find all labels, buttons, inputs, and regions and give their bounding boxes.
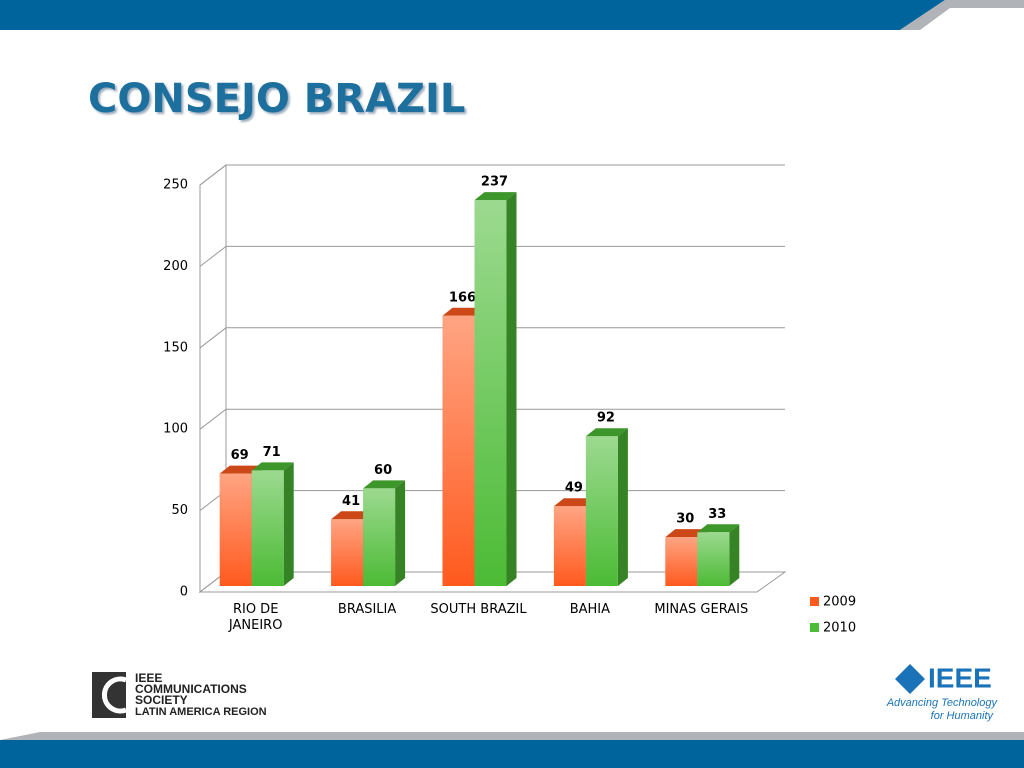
top-band-accent: [900, 0, 1024, 30]
bar-shine: [331, 519, 364, 586]
slide-title: CONSEJO BRAZIL: [88, 76, 466, 122]
data-label: 30: [676, 512, 694, 527]
bar-top: [553, 498, 596, 507]
ieee-tagline: for Humanity: [931, 710, 995, 722]
data-label: 60: [374, 463, 392, 478]
bar-side: [617, 428, 628, 586]
data-label: 69: [231, 448, 249, 463]
data-label: 166: [449, 290, 476, 305]
bar-top: [442, 307, 485, 316]
bottom-band-accent: [0, 732, 1024, 768]
bar-side: [283, 462, 294, 586]
bar-shine: [585, 436, 618, 586]
y-tick-label: 0: [180, 585, 188, 600]
ieee-tagline: Advancing Technology: [886, 697, 999, 709]
grid-line: [199, 327, 785, 349]
logo-text: LATIN AMERICA REGION: [135, 706, 267, 718]
x-tick-label: BRASILIA: [337, 602, 397, 617]
y-tick-label: 200: [163, 259, 188, 274]
bar-top: [585, 428, 628, 437]
ieee-name: IEEE: [928, 662, 992, 693]
left-logo: [92, 672, 127, 718]
grid-line: [199, 408, 785, 430]
bar-shine: [474, 200, 507, 586]
x-tick-label: SOUTH BRAZIL: [430, 602, 527, 617]
bar-shine: [363, 488, 396, 586]
data-label: 33: [708, 507, 726, 522]
top-band: [0, 0, 945, 30]
bar-shine: [553, 506, 586, 586]
ieee-logo: [895, 664, 925, 694]
data-label: 237: [481, 175, 508, 190]
bar-side: [506, 192, 517, 586]
bottom-band: [0, 740, 1024, 768]
data-label: 41: [342, 494, 360, 509]
y-tick-label: 250: [163, 178, 188, 193]
bar-shine: [219, 473, 252, 586]
logo-text: IEEE: [135, 671, 163, 685]
legend-label: 2009: [823, 595, 856, 610]
bar-top: [363, 480, 406, 489]
y-tick-label: 100: [163, 422, 188, 437]
bar-top: [697, 524, 740, 533]
bar-side: [395, 480, 406, 586]
bar-side: [729, 524, 740, 586]
bar-shine: [442, 315, 475, 586]
logo-text: COMMUNICATIONS: [135, 682, 247, 696]
bar-top: [219, 465, 262, 474]
logo-text: SOCIETY: [135, 693, 188, 707]
bar-top: [474, 192, 517, 201]
x-tick-label: MINAS GERAIS: [654, 602, 749, 617]
bar-shine: [697, 532, 730, 586]
x-tick-label: RIO DE JANEIRO: [228, 602, 283, 633]
bar-top: [251, 462, 294, 471]
bar-top: [331, 511, 374, 520]
bar-top: [665, 529, 708, 538]
data-label: 71: [263, 445, 281, 460]
grid-line: [199, 164, 785, 186]
data-label: 92: [597, 411, 615, 426]
data-label: 49: [565, 481, 583, 496]
legend-label: 2010: [823, 621, 856, 636]
legend-swatch: [810, 623, 819, 632]
y-tick-label: 150: [163, 340, 188, 355]
bar-shine: [251, 470, 284, 586]
y-tick-label: 50: [171, 503, 188, 518]
grid-line: [199, 245, 785, 267]
legend-swatch: [810, 597, 819, 606]
x-tick-label: BAHIA: [569, 602, 611, 617]
bar-shine: [665, 537, 698, 586]
